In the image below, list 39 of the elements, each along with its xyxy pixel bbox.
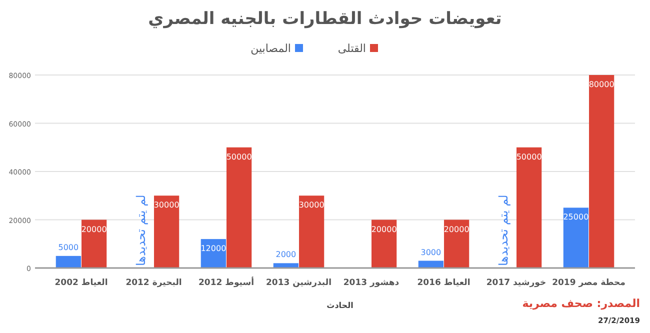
data-label: 5000 <box>58 242 79 252</box>
x-tick-label: دهشور 2013 <box>343 278 400 288</box>
x-tick-label: أسيوط 2012 <box>198 276 254 288</box>
annotation: لم يتم تحديدها <box>134 194 148 266</box>
data-label: 3000 <box>420 248 442 257</box>
data-label: 30000 <box>298 200 324 210</box>
legend-label: القتلى <box>338 42 366 55</box>
x-tick-label: محطة مصر 2019 <box>552 278 626 288</box>
bar <box>226 147 252 268</box>
x-tick-label: البدرشين 2013 <box>266 278 332 288</box>
bar <box>82 220 107 268</box>
chart-title: تعويضات حوادث القطارات بالجنيه المصري <box>148 9 502 29</box>
bar <box>589 75 614 268</box>
data-label: 25000 <box>563 212 589 222</box>
x-tick-label: العياط 2002 <box>54 278 108 288</box>
x-axis-title: الحادث <box>326 301 354 310</box>
bar <box>273 263 298 268</box>
data-label: 20000 <box>81 224 107 234</box>
bar <box>154 196 180 268</box>
legend-label: المصابين <box>250 42 291 55</box>
data-label: 2000 <box>276 250 296 260</box>
x-tick-label: البحيرة 2012 <box>126 278 182 288</box>
data-label: 30000 <box>154 200 180 210</box>
data-label: 20000 <box>444 224 470 234</box>
data-label: 50000 <box>226 152 252 162</box>
bar <box>516 147 542 268</box>
text: المصدر: صحف مصرية <box>522 297 640 310</box>
x-tick-label: العياط 2016 <box>417 278 470 288</box>
bar <box>56 256 81 268</box>
data-label: 12000 <box>200 244 226 254</box>
bar <box>372 220 397 268</box>
annotation: لم يتم تحديدها <box>496 194 510 266</box>
x-tick-label: خورشيد 2017 <box>486 278 546 288</box>
bar <box>299 196 324 268</box>
bar <box>444 220 470 268</box>
data-label: 20000 <box>371 224 397 234</box>
data-label: 50000 <box>516 152 542 162</box>
bar <box>563 208 588 268</box>
data-label: 80000 <box>588 80 614 89</box>
